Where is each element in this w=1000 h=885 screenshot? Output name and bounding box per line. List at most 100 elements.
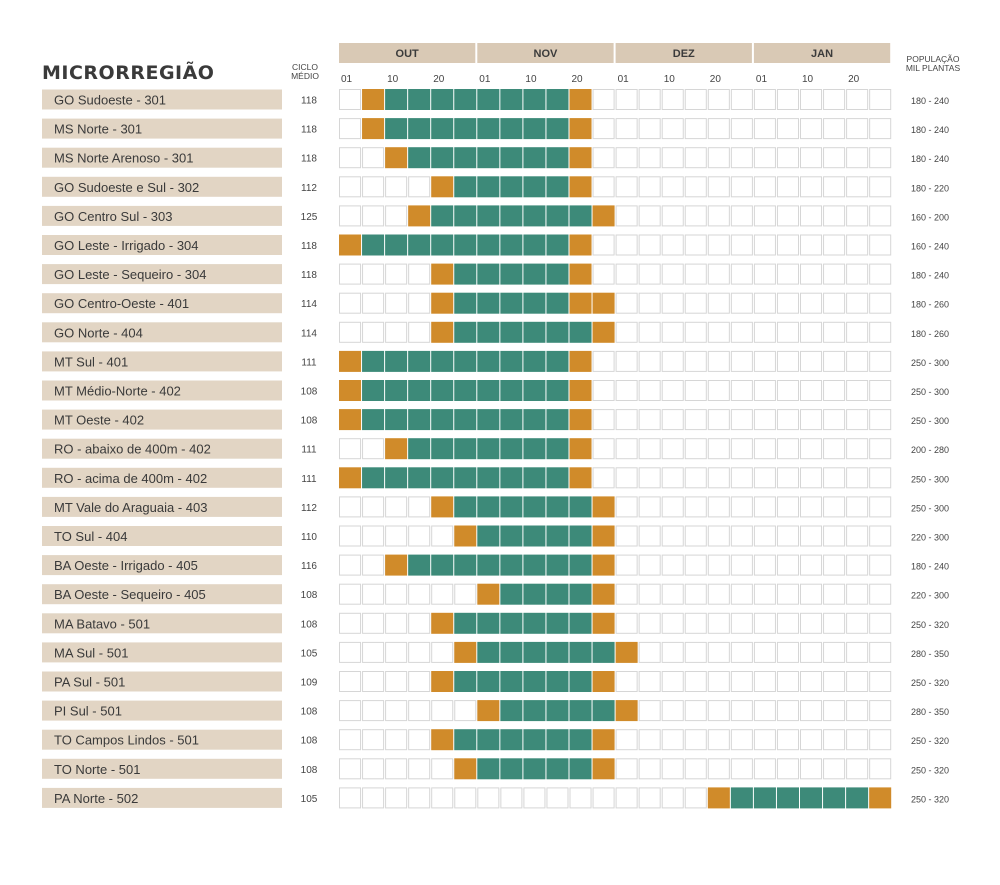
- empty-cell: [339, 554, 362, 576]
- empty-cell: [869, 671, 892, 692]
- empty-cell: [800, 438, 823, 460]
- empty-cell: [707, 292, 730, 314]
- cycle-cell: [477, 89, 500, 110]
- empty-cell: [776, 612, 800, 634]
- empty-cell: [661, 496, 684, 518]
- empty-cell: [730, 89, 753, 110]
- empty-cell: [707, 641, 730, 663]
- empty-cell: [385, 641, 408, 663]
- empty-cell: [823, 525, 846, 547]
- empty-cell: [431, 758, 454, 780]
- month-header-dez: [615, 43, 752, 63]
- cycle-cell: [546, 554, 569, 576]
- empty-cell: [707, 758, 730, 780]
- empty-cell: [362, 641, 385, 663]
- empty-cell: [846, 729, 869, 751]
- empty-cell: [800, 700, 823, 722]
- empty-cell: [753, 612, 776, 634]
- planting-cell: [569, 380, 592, 401]
- empty-cell: [684, 147, 707, 169]
- empty-cell: [823, 234, 846, 256]
- empty-cell: [339, 641, 362, 663]
- empty-cell: [707, 467, 730, 489]
- planting-cell: [569, 118, 592, 140]
- ciclo-value: 108: [301, 590, 318, 601]
- region-label-bg: [42, 89, 282, 110]
- cycle-cell: [523, 292, 546, 314]
- empty-cell: [339, 700, 362, 722]
- empty-cell: [776, 758, 800, 780]
- empty-cell: [753, 89, 776, 110]
- empty-cell: [707, 438, 730, 460]
- planting-cell: [569, 263, 592, 285]
- cycle-cell: [454, 350, 477, 372]
- empty-cell: [661, 147, 684, 169]
- planting-cell: [431, 671, 454, 692]
- empty-cell: [431, 583, 454, 605]
- region-label: MS Norte Arenoso - 301: [54, 151, 193, 166]
- empty-cell: [684, 176, 707, 198]
- region-label: GO Leste - Sequeiro - 304: [54, 267, 206, 282]
- planting-cell: [592, 496, 615, 518]
- cycle-cell: [546, 729, 569, 751]
- region-label: MS Norte - 301: [54, 122, 142, 137]
- empty-cell: [385, 787, 408, 809]
- empty-cell: [661, 700, 684, 722]
- region-label: MA Batavo - 501: [54, 616, 150, 631]
- day-tick: 20: [710, 74, 722, 85]
- cycle-cell: [408, 554, 431, 576]
- month-header-out: [339, 43, 476, 63]
- planting-cell: [431, 496, 454, 518]
- ciclo-value: 118: [301, 154, 317, 165]
- population-value: 180 - 240: [911, 125, 949, 135]
- empty-cell: [800, 758, 823, 780]
- cycle-cell: [477, 612, 500, 634]
- cycle-cell: [477, 641, 500, 663]
- planting-cell: [569, 292, 592, 314]
- empty-cell: [846, 758, 869, 780]
- region-label: MT Oeste - 402: [54, 413, 144, 428]
- region-label: GO Leste - Irrigado - 304: [54, 238, 199, 253]
- cycle-cell: [362, 467, 385, 489]
- empty-cell: [408, 583, 431, 605]
- region-label-bg: [42, 700, 282, 721]
- day-tick: 01: [479, 74, 491, 85]
- region-label: PA Sul - 501: [54, 675, 125, 690]
- page-title: MICRORREGIÃO: [42, 62, 215, 84]
- empty-cell: [823, 176, 846, 198]
- empty-cell: [638, 205, 661, 227]
- region-label: BA Oeste - Sequeiro - 405: [54, 587, 206, 602]
- empty-cell: [638, 380, 661, 401]
- empty-cell: [730, 205, 753, 227]
- empty-cell: [638, 554, 661, 576]
- empty-cell: [869, 118, 892, 140]
- empty-cell: [846, 380, 869, 401]
- empty-cell: [661, 641, 684, 663]
- month-label-out: OUT: [396, 48, 420, 60]
- empty-cell: [776, 292, 800, 314]
- cycle-cell: [500, 612, 523, 634]
- cycle-cell: [408, 350, 431, 372]
- cycle-cell: [454, 612, 477, 634]
- cycle-cell: [454, 496, 477, 518]
- cycle-cell: [546, 758, 569, 780]
- empty-cell: [707, 496, 730, 518]
- empty-cell: [800, 292, 823, 314]
- empty-cell: [800, 671, 823, 692]
- empty-cell: [408, 176, 431, 198]
- empty-cell: [730, 234, 753, 256]
- region-label-bg: [42, 118, 282, 139]
- empty-cell: [615, 787, 638, 809]
- empty-cell: [661, 89, 684, 110]
- planting-cell: [431, 321, 454, 343]
- empty-cell: [362, 525, 385, 547]
- empty-cell: [823, 729, 846, 751]
- empty-cell: [753, 700, 776, 722]
- empty-cell: [684, 729, 707, 751]
- empty-cell: [638, 758, 661, 780]
- cycle-cell: [385, 89, 408, 110]
- empty-cell: [339, 263, 362, 285]
- planting-cell: [592, 525, 615, 547]
- cycle-cell: [431, 380, 454, 401]
- cycle-cell: [454, 118, 477, 140]
